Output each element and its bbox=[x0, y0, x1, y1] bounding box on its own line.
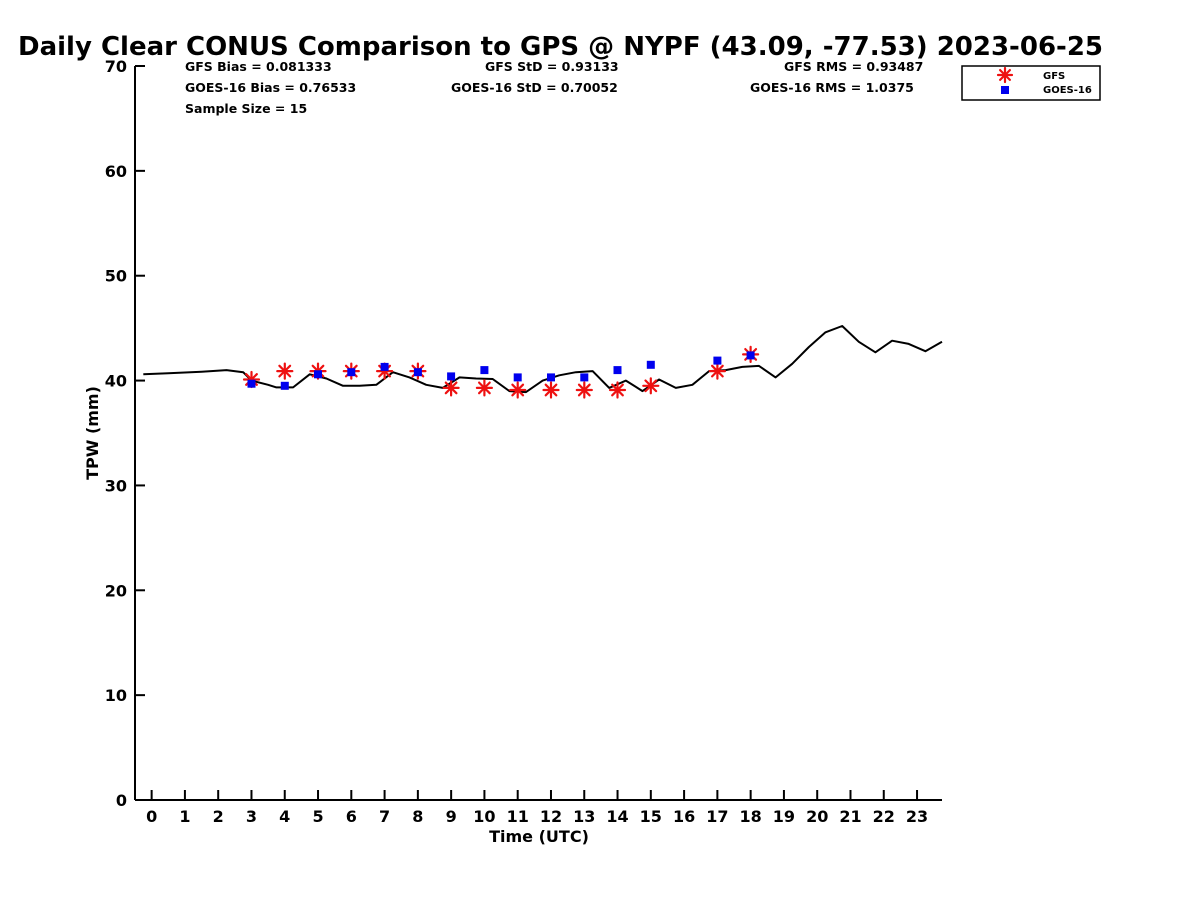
x-tick-label: 9 bbox=[446, 807, 457, 826]
legend-box bbox=[961, 65, 1101, 101]
goes-point bbox=[613, 366, 622, 375]
x-tick-label: 19 bbox=[773, 807, 795, 826]
x-tick-label: 14 bbox=[606, 807, 628, 826]
sample-size-stat: Sample Size = 15 bbox=[185, 101, 307, 116]
x-tick-label: 13 bbox=[573, 807, 595, 826]
x-tick-label: 12 bbox=[540, 807, 562, 826]
x-tick-label: 3 bbox=[246, 807, 257, 826]
gfs-bias-stat: GFS Bias = 0.081333 bbox=[185, 59, 332, 74]
goes-std-stat: GOES-16 StD = 0.70052 bbox=[451, 80, 618, 95]
goes-point bbox=[480, 366, 489, 375]
y-tick-label: 30 bbox=[105, 476, 127, 495]
plot-area bbox=[143, 325, 943, 399]
gfs-point bbox=[542, 381, 560, 399]
x-tick-label: 8 bbox=[412, 807, 423, 826]
x-tick-label: 11 bbox=[507, 807, 529, 826]
gfs-point bbox=[708, 362, 727, 380]
y-tick-label: 10 bbox=[105, 686, 127, 705]
gfs-std-stat: GFS StD = 0.93133 bbox=[485, 59, 619, 74]
gfs-point bbox=[575, 381, 593, 399]
y-tick-label: 40 bbox=[105, 372, 127, 391]
legend: GFS GOES-16 bbox=[961, 65, 1101, 101]
x-tick-label: 0 bbox=[146, 807, 157, 826]
x-tick-label: 2 bbox=[213, 807, 224, 826]
x-tick-label: 20 bbox=[806, 807, 828, 826]
x-tick-label: 15 bbox=[640, 807, 662, 826]
y-tick-label: 20 bbox=[105, 581, 127, 600]
goes-point bbox=[513, 373, 522, 382]
gfs-point bbox=[442, 379, 460, 397]
goes-point bbox=[280, 381, 289, 390]
gps-series-line bbox=[143, 325, 943, 394]
x-tick-label: 23 bbox=[906, 807, 928, 826]
gfs-point bbox=[475, 379, 493, 397]
legend-goes-label: GOES-16 bbox=[1043, 85, 1092, 96]
x-tick-label: 22 bbox=[873, 807, 895, 826]
y-tick-label: 50 bbox=[105, 267, 127, 286]
goes-point bbox=[746, 351, 755, 360]
gfs-point bbox=[276, 362, 294, 380]
x-tick-label: 5 bbox=[312, 807, 323, 826]
legend-gfs-marker bbox=[996, 66, 1014, 84]
y-tick-label: 60 bbox=[105, 162, 127, 181]
x-tick-label: 18 bbox=[740, 807, 762, 826]
x-tick-label: 16 bbox=[673, 807, 695, 826]
goes-point bbox=[580, 373, 589, 382]
x-tick-label: 10 bbox=[473, 807, 495, 826]
gfs-rms-stat: GFS RMS = 0.93487 bbox=[784, 59, 923, 74]
gfs-point bbox=[509, 381, 527, 399]
goes-point bbox=[247, 379, 256, 388]
goes-point bbox=[413, 368, 422, 377]
goes-point bbox=[447, 372, 456, 381]
chart-title: Daily Clear CONUS Comparison to GPS @ NY… bbox=[18, 32, 1103, 62]
x-tick-label: 17 bbox=[706, 807, 728, 826]
x-tick-label: 6 bbox=[346, 807, 357, 826]
x-tick-label: 21 bbox=[839, 807, 861, 826]
gfs-point bbox=[642, 377, 660, 395]
y-tick-label: 0 bbox=[116, 791, 127, 810]
goes-point bbox=[646, 360, 655, 369]
goes-point bbox=[713, 356, 722, 365]
y-tick-label: 70 bbox=[105, 57, 127, 76]
goes-point bbox=[314, 370, 322, 379]
x-axis-label: Time (UTC) bbox=[489, 827, 589, 846]
x-tick-label: 7 bbox=[379, 807, 390, 826]
y-axis-label: TPW (mm) bbox=[83, 386, 102, 480]
goes-rms-stat: GOES-16 RMS = 1.0375 bbox=[750, 80, 914, 95]
goes-point bbox=[347, 368, 356, 377]
x-tick-label: 4 bbox=[279, 807, 290, 826]
goes-bias-stat: GOES-16 Bias = 0.76533 bbox=[185, 80, 356, 95]
legend-goes-marker bbox=[1001, 86, 1009, 94]
x-tick-label: 1 bbox=[179, 807, 190, 826]
legend-gfs-star bbox=[996, 66, 1014, 84]
legend-gfs-label: GFS bbox=[1043, 71, 1065, 82]
goes-point bbox=[547, 373, 555, 382]
gfs-point bbox=[608, 381, 627, 399]
goes-point bbox=[380, 362, 389, 371]
